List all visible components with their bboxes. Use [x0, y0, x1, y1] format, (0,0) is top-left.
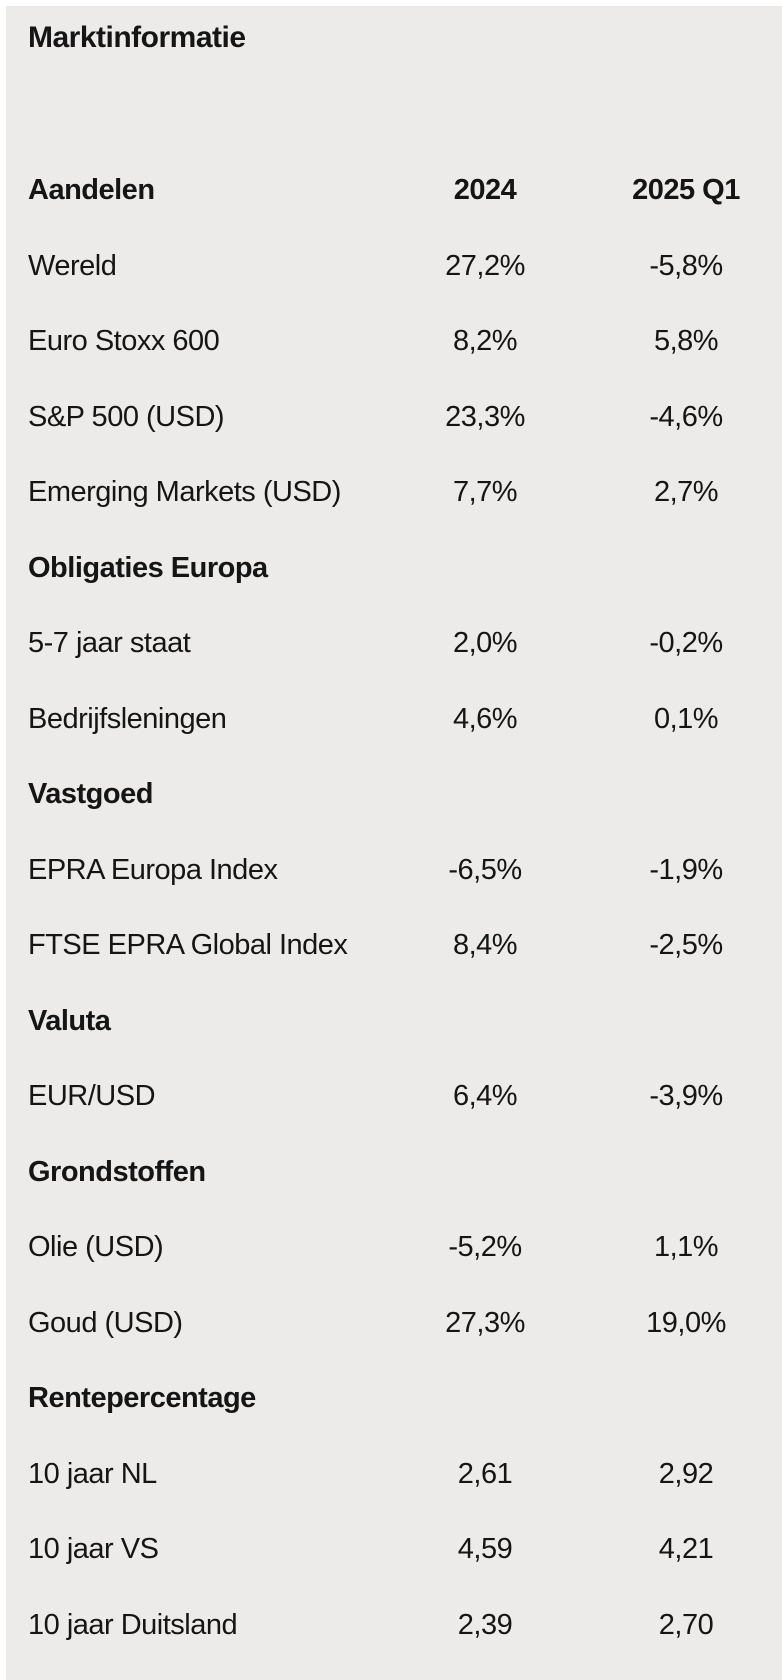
row-label: Obligaties Europa — [28, 551, 268, 584]
row-label: Emerging Markets (USD) — [28, 476, 341, 509]
table-row: S&P 500 (USD) 23,3% -4,6% — [6, 380, 782, 456]
cell-2024: 6,4% — [452, 1080, 518, 1113]
table-row: EPRA Europa Index -6,5% -1,9% — [6, 833, 782, 909]
row-label: Bedrijfsleningen — [28, 702, 227, 735]
row-label: Goud (USD) — [28, 1306, 183, 1339]
cell-2025q1: 2025 Q1 — [632, 174, 740, 207]
row-label: Aandelen — [28, 174, 155, 207]
table-row: EUR/USD 6,4% -3,9% — [6, 1059, 782, 1135]
page-title: Marktinformatie — [28, 21, 246, 54]
cell-2025q1: 2,92 — [658, 1457, 714, 1490]
cell-2025q1: -4,6% — [649, 400, 723, 433]
cell-2025q1: -3,9% — [649, 1080, 723, 1113]
row-label: S&P 500 (USD) — [28, 400, 225, 433]
cell-2025q1: 2,7% — [653, 476, 719, 509]
row-label: 10 jaar NL — [28, 1457, 157, 1490]
cell-2025q1: -5,8% — [649, 249, 723, 282]
cell-2024: -5,2% — [448, 1231, 522, 1264]
table-row: FTSE EPRA Global Index 8,4% -2,5% — [6, 908, 782, 984]
cell-2025q1: 1,1% — [653, 1231, 719, 1264]
table-row: Bedrijfsleningen 4,6% 0,1% — [6, 682, 782, 758]
table-row: Grondstoffen — [6, 1135, 782, 1211]
cell-2025q1: -2,5% — [649, 929, 723, 962]
table-row: 10 jaar Duitsland 2,39 2,70 — [6, 1588, 782, 1664]
cell-2024: 4,6% — [452, 702, 518, 735]
cell-2025q1: 5,8% — [653, 325, 719, 358]
row-label: 10 jaar Duitsland — [28, 1608, 238, 1641]
row-label: FTSE EPRA Global Index — [28, 929, 348, 962]
cell-2025q1: -0,2% — [649, 627, 723, 660]
cell-2024: 7,7% — [452, 476, 518, 509]
cell-2024: 8,2% — [452, 325, 518, 358]
row-label: Valuta — [28, 1004, 111, 1037]
cell-2025q1: 2,70 — [658, 1608, 714, 1641]
table-row: Emerging Markets (USD) 7,7% 2,7% — [6, 455, 782, 531]
table-row: Euro Stoxx 600 8,2% 5,8% — [6, 304, 782, 380]
table-row: Olie (USD) -5,2% 1,1% — [6, 1210, 782, 1286]
row-label: Euro Stoxx 600 — [28, 325, 220, 358]
table-row: Goud (USD) 27,3% 19,0% — [6, 1286, 782, 1362]
table-row: Valuta — [6, 984, 782, 1060]
table-row: Vastgoed — [6, 757, 782, 833]
row-label: Grondstoffen — [28, 1155, 206, 1188]
row-label: Rentepercentage — [28, 1382, 256, 1415]
cell-2024: 2,61 — [457, 1457, 513, 1490]
cell-2024: -6,5% — [448, 853, 522, 886]
row-label: Olie (USD) — [28, 1231, 164, 1264]
market-table: Aandelen 2024 2025 Q1 Wereld 27,2% -5,8% Euro … — [6, 153, 782, 1663]
cell-2024: 23,3% — [445, 400, 525, 433]
table-row: 10 jaar VS 4,59 4,21 — [6, 1512, 782, 1588]
table-row: Aandelen 2024 2025 Q1 — [6, 153, 782, 229]
row-label: Wereld — [28, 249, 117, 282]
row-label: 10 jaar VS — [28, 1533, 159, 1566]
cell-2024: 27,3% — [445, 1306, 525, 1339]
table-row: Rentepercentage — [6, 1361, 782, 1437]
row-label: EPRA Europa Index — [28, 853, 278, 886]
table-row: Obligaties Europa — [6, 531, 782, 607]
cell-2024: 2024 — [453, 174, 517, 207]
cell-2024: 2,0% — [452, 627, 518, 660]
cell-2024: 8,4% — [452, 929, 518, 962]
table-row: 10 jaar NL 2,61 2,92 — [6, 1437, 782, 1513]
cell-2024: 4,59 — [457, 1533, 513, 1566]
cell-2025q1: 4,21 — [658, 1533, 714, 1566]
cell-2025q1: 19,0% — [646, 1306, 726, 1339]
cell-2025q1: -1,9% — [649, 853, 723, 886]
row-label: 5-7 jaar staat — [28, 627, 191, 660]
row-label: EUR/USD — [28, 1080, 156, 1113]
table-row: 5-7 jaar staat 2,0% -0,2% — [6, 606, 782, 682]
cell-2025q1: 0,1% — [653, 702, 719, 735]
row-label: Vastgoed — [28, 778, 153, 811]
cell-2024: 2,39 — [457, 1608, 513, 1641]
table-row: Wereld 27,2% -5,8% — [6, 229, 782, 305]
cell-2024: 27,2% — [445, 249, 525, 282]
